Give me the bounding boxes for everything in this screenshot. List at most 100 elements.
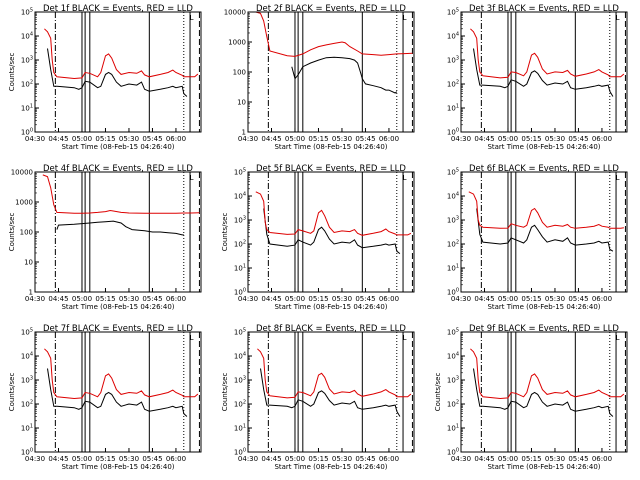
panel-title: Det 6f BLACK = Events, RED = LLD — [469, 164, 619, 174]
x-tick-label: 04:45 — [261, 455, 281, 463]
x-tick-label: 05:00 — [285, 455, 305, 463]
y-tick-label: 104 — [21, 32, 33, 41]
y-tick-label: 1000 — [15, 199, 33, 207]
plot-frame — [247, 331, 415, 453]
y-tick-label: 103 — [21, 376, 33, 385]
y-tick-label: 104 — [447, 32, 459, 41]
x-tick-label: 04:30 — [238, 295, 258, 303]
y-tick-label: 103 — [21, 56, 33, 65]
y-tick-label: 105 — [447, 328, 459, 337]
y-tick-label: 100 — [21, 128, 33, 137]
x-tick-label: 05:45 — [355, 135, 375, 143]
y-tick-label: 104 — [234, 192, 246, 201]
x-tick-label: 04:45 — [48, 295, 68, 303]
x-tick-label: 04:30 — [25, 295, 45, 303]
x-tick-label: 05:30 — [545, 455, 565, 463]
x-tick-label: 06:00 — [166, 455, 186, 463]
x-tick-label: 05:00 — [72, 135, 92, 143]
events-series-line — [476, 208, 614, 252]
x-tick-label: 05:15 — [521, 295, 541, 303]
y-tick-label: 10000 — [224, 9, 246, 17]
plot-frame — [460, 11, 628, 133]
plot-frame — [247, 171, 415, 293]
x-tick-label: 05:15 — [308, 135, 328, 143]
events-series-line — [56, 220, 184, 236]
x-tick-label: 05:45 — [568, 295, 588, 303]
y-tick-label: 105 — [234, 168, 246, 177]
panel-title: Det 1f BLACK = Events, RED = LLD — [43, 4, 193, 14]
y-axis-label: Counts/sec — [8, 373, 16, 412]
plot-frame — [34, 171, 202, 293]
events-series-line — [473, 368, 614, 417]
lld-series-line — [470, 28, 625, 79]
x-tick-label: 06:00 — [592, 295, 612, 303]
y-tick-label: 104 — [21, 352, 33, 361]
x-tick-label: 05:45 — [568, 135, 588, 143]
x-tick-label: 05:45 — [568, 455, 588, 463]
y-tick-label: 100 — [447, 128, 459, 137]
x-tick-label: 04:45 — [474, 455, 494, 463]
x-tick-label: 05:30 — [119, 455, 139, 463]
events-series-line — [260, 368, 401, 417]
y-axis-label: Counts/sec — [221, 373, 229, 412]
x-axis-label: Start Time (08-Feb-15 04:26:40) — [274, 303, 387, 311]
y-tick-label: 100 — [20, 229, 33, 237]
y-tick-label: 1 — [242, 129, 246, 137]
y-tick-label: 104 — [447, 352, 459, 361]
x-tick-label: 04:30 — [25, 135, 45, 143]
x-tick-label: 04:45 — [474, 135, 494, 143]
panel-title: Det 4f BLACK = Events, RED = LLD — [43, 164, 193, 174]
x-tick-label: 05:15 — [95, 455, 115, 463]
y-tick-label: 103 — [234, 376, 246, 385]
x-tick-label: 05:45 — [355, 295, 375, 303]
y-tick-label: 10 — [237, 99, 246, 107]
x-tick-label: 05:15 — [95, 135, 115, 143]
x-axis-label: Start Time (08-Feb-15 04:26:40) — [487, 143, 600, 151]
events-series-line — [47, 48, 188, 97]
y-tick-label: 104 — [447, 192, 459, 201]
y-axis-label: Counts/sec — [434, 373, 442, 412]
x-tick-label: 04:30 — [25, 455, 45, 463]
y-tick-label: 104 — [234, 352, 246, 361]
x-axis-label: Start Time (08-Feb-15 04:26:40) — [274, 143, 387, 151]
x-tick-label: 04:45 — [474, 295, 494, 303]
x-tick-label: 06:00 — [379, 135, 399, 143]
y-tick-label: 10 — [24, 259, 33, 267]
y-tick-label: 101 — [447, 104, 459, 113]
y-tick-label: 103 — [447, 376, 459, 385]
x-tick-label: 05:30 — [119, 295, 139, 303]
events-series-line — [47, 368, 188, 417]
x-tick-label: 04:30 — [451, 135, 471, 143]
panel-title: Det 5f BLACK = Events, RED = LLD — [256, 164, 406, 174]
panel-title: Det 3f BLACK = Events, RED = LLD — [469, 4, 619, 14]
x-tick-label: 05:15 — [308, 295, 328, 303]
x-tick-label: 05:00 — [285, 135, 305, 143]
lld-marker-label: L — [403, 14, 407, 22]
lld-series-line — [255, 191, 412, 236]
lld-series-line — [255, 11, 413, 57]
lld-series-line — [470, 348, 625, 400]
lld-series-line — [44, 348, 199, 400]
x-axis-label: Start Time (08-Feb-15 04:26:40) — [61, 303, 174, 311]
events-series-line — [473, 48, 614, 97]
y-tick-label: 102 — [234, 240, 246, 249]
lld-series-line — [44, 28, 199, 80]
y-tick-label: 105 — [234, 328, 246, 337]
x-tick-label: 04:30 — [238, 135, 258, 143]
y-tick-label: 1000 — [228, 39, 246, 47]
y-tick-label: 101 — [234, 264, 246, 273]
y-tick-label: 10000 — [11, 169, 33, 177]
y-tick-label: 101 — [21, 424, 33, 433]
panel-title: Det 9f BLACK = Events, RED = LLD — [469, 324, 619, 334]
x-tick-label: 04:30 — [451, 295, 471, 303]
plot-frame — [247, 11, 415, 133]
x-axis-label: Start Time (08-Feb-15 04:26:40) — [487, 303, 600, 311]
y-axis-label: Counts/sec — [8, 213, 16, 252]
lld-series-line — [468, 191, 624, 229]
